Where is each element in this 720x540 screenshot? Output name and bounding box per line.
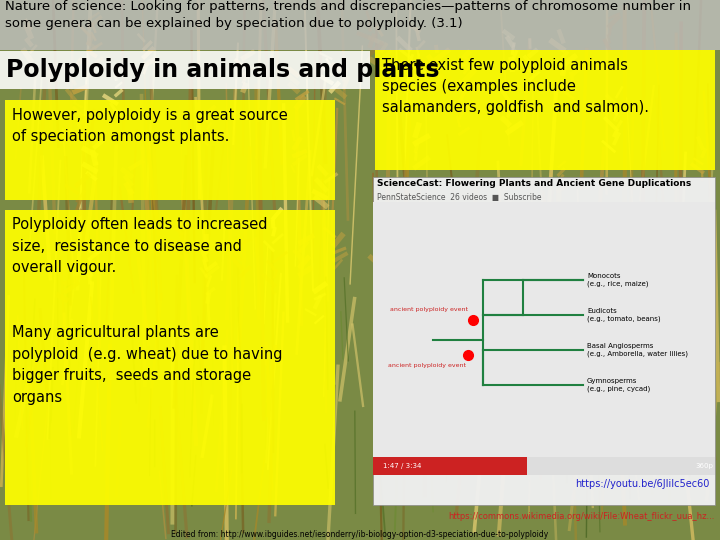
Text: Polyploidy in animals and plants: Polyploidy in animals and plants — [6, 58, 439, 82]
Bar — [373, 457, 715, 475]
Text: There exist few polyploid animals
species (examples include
salamanders, goldfis: There exist few polyploid animals specie… — [382, 58, 649, 115]
Text: Monocots
(e.g., rice, maize): Monocots (e.g., rice, maize) — [587, 273, 649, 287]
Bar — [375, 50, 715, 170]
Text: 1:47 / 3:34: 1:47 / 3:34 — [383, 463, 421, 469]
Text: Polyploidy often leads to increased
size,  resistance to disease and
overall vig: Polyploidy often leads to increased size… — [12, 217, 282, 405]
Bar — [373, 457, 527, 475]
Text: Eudicots
(e.g., tomato, beans): Eudicots (e.g., tomato, beans) — [587, 308, 661, 322]
Bar — [0, 51, 370, 89]
Bar — [5, 210, 335, 505]
Text: 360p: 360p — [695, 463, 713, 469]
Text: However, polyploidy is a great source
of speciation amongst plants.: However, polyploidy is a great source of… — [12, 108, 288, 144]
Text: ancient polyploidy event: ancient polyploidy event — [388, 363, 466, 368]
Text: Basal Angiosperms
(e.g., Amborella, water lilies): Basal Angiosperms (e.g., Amborella, wate… — [587, 343, 688, 357]
Text: https://youtu.be/6JIiIc5ec60: https://youtu.be/6JIiIc5ec60 — [575, 479, 710, 489]
Bar — [0, 0, 720, 50]
Text: https://commons.wikimedia.org/wiki/File:Wheat_flickr_uua_hz...: https://commons.wikimedia.org/wiki/File:… — [449, 512, 715, 521]
Text: ancient polyploidy event: ancient polyploidy event — [390, 307, 468, 312]
Bar — [373, 202, 715, 475]
Bar — [5, 100, 335, 200]
Text: Nature of science: Looking for patterns, trends and discrepancies—patterns of ch: Nature of science: Looking for patterns,… — [5, 0, 691, 30]
Text: PennStateScience  26 videos  ■  Subscribe: PennStateScience 26 videos ■ Subscribe — [377, 193, 541, 202]
Bar — [373, 177, 715, 505]
Text: Edited from: http://www.ibguides.net/iesonderry/ib-biology-option-d3-speciation-: Edited from: http://www.ibguides.net/ies… — [171, 530, 549, 539]
Text: Gymnosperms
(e.g., pine, cycad): Gymnosperms (e.g., pine, cycad) — [587, 378, 650, 392]
Text: ScienceCast: Flowering Plants and Ancient Gene Duplications: ScienceCast: Flowering Plants and Ancien… — [377, 179, 691, 188]
